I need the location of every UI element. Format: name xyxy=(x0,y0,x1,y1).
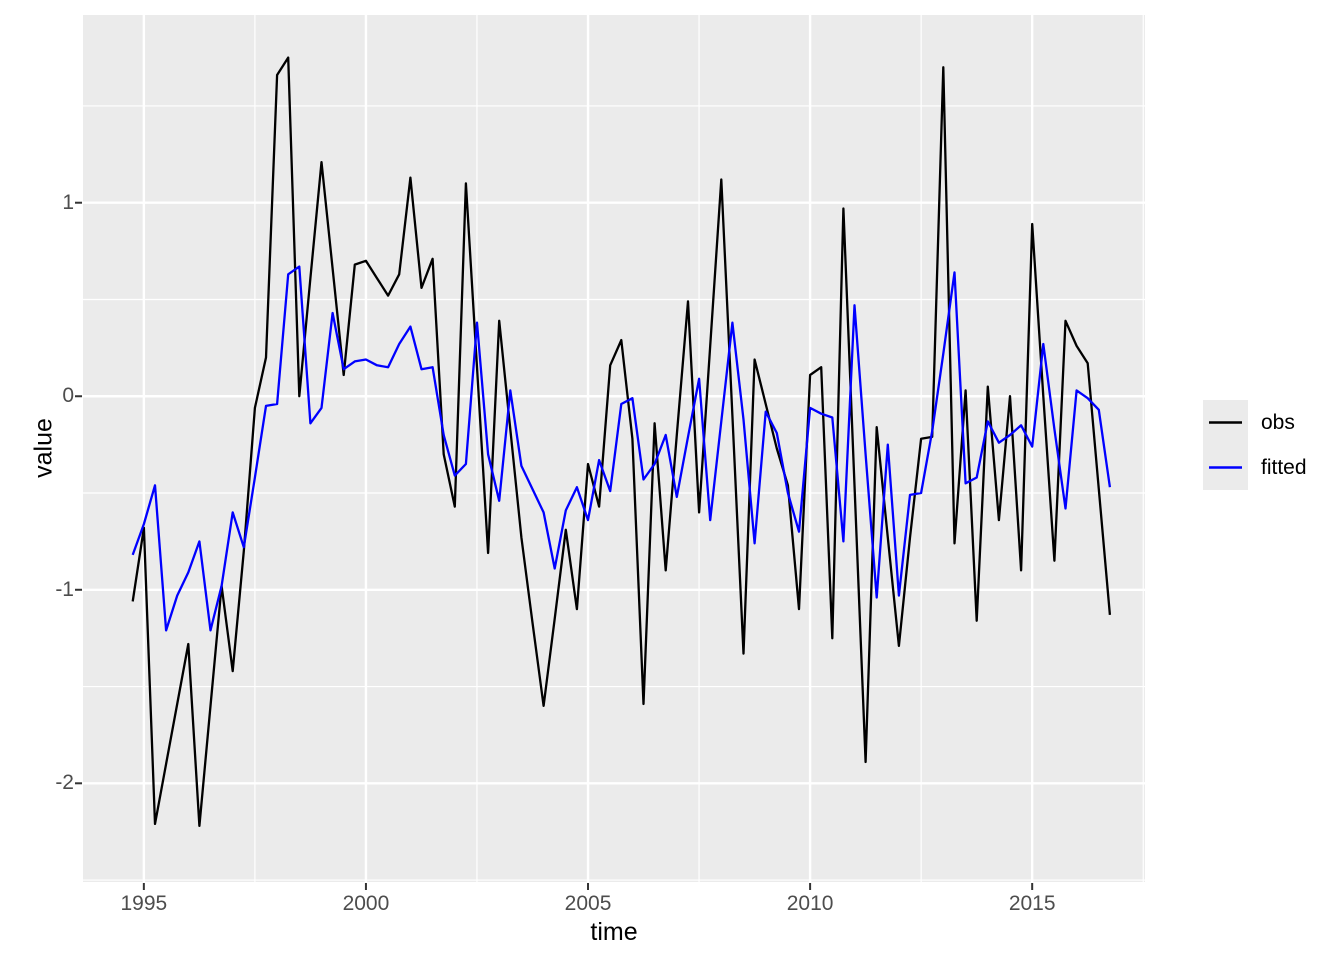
legend-key-fitted xyxy=(1203,445,1248,490)
x-tick-label: 1995 xyxy=(120,892,168,915)
x-tick-label: 2010 xyxy=(786,892,834,915)
y-tick-label: -2 xyxy=(55,771,74,795)
obs-line-sample-icon xyxy=(1209,421,1242,424)
legend-item-obs: obs xyxy=(1203,400,1344,445)
series-obs-line xyxy=(131,56,1112,828)
y-tick-label: 1 xyxy=(62,190,74,214)
x-tick-label: 2015 xyxy=(1008,892,1056,915)
fitted-line-sample-icon xyxy=(1209,466,1242,469)
x-axis-title: time xyxy=(590,918,638,946)
legend-key-obs xyxy=(1203,400,1248,445)
y-axis-title: value xyxy=(29,418,58,478)
legend: obs fitted xyxy=(1203,400,1344,490)
x-tick-label: 2005 xyxy=(564,892,612,915)
y-tick-label: -1 xyxy=(55,577,74,601)
legend-label-obs: obs xyxy=(1261,410,1295,434)
x-tick-label: 2000 xyxy=(342,892,390,915)
series-fitted-line xyxy=(131,265,1112,632)
legend-item-fitted: fitted xyxy=(1203,445,1344,490)
y-tick-label: 0 xyxy=(62,384,74,408)
legend-label-fitted: fitted xyxy=(1261,455,1307,479)
